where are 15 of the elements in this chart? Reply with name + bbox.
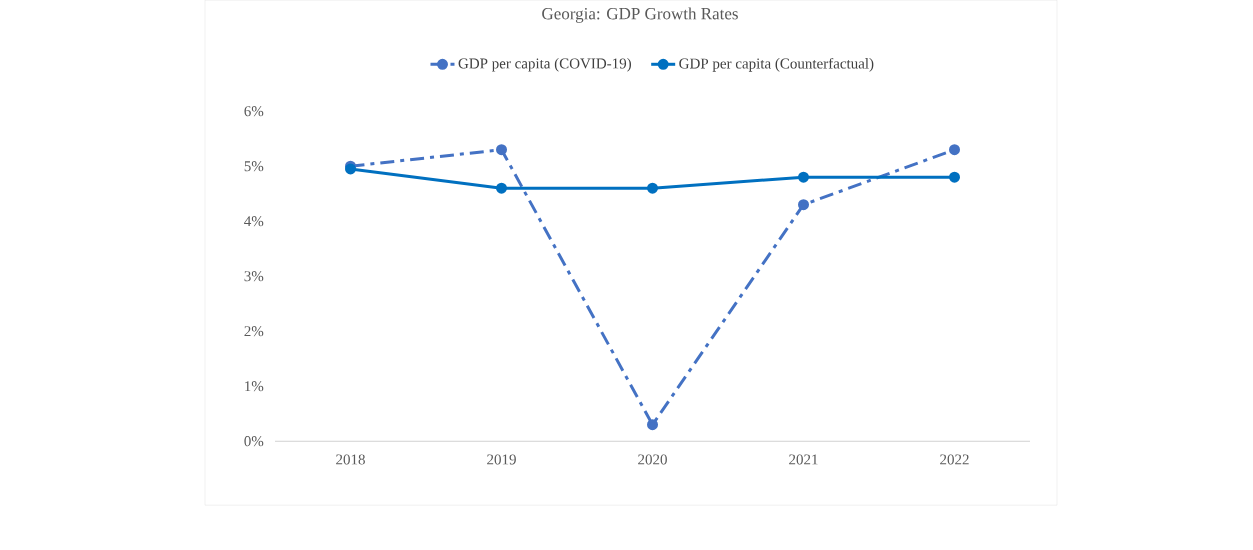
y-tick-label: 3% [244, 271, 264, 282]
y-tick-label: 4% [244, 216, 264, 227]
x-tick-label: 2018 [336, 454, 365, 465]
legend-label: GDP per capita (Counterfactual) [679, 57, 874, 72]
legend-label: GDP per capita (COVID-19) [458, 57, 631, 72]
y-tick-label: 1% [245, 381, 264, 392]
x-tick-label: 2021 [789, 454, 818, 465]
y-tick-label: 6% [244, 106, 264, 117]
y-tick-label: 5% [244, 161, 264, 172]
y-tick-label: 0% [244, 436, 264, 447]
x-tick-label: 2019 [487, 454, 516, 465]
chart-title: Georgia: GDP Growth Rates [542, 7, 738, 23]
y-tick-label: 2% [244, 326, 264, 337]
x-tick-label: 2022 [940, 454, 969, 465]
x-tick-label: 2020 [638, 454, 667, 465]
